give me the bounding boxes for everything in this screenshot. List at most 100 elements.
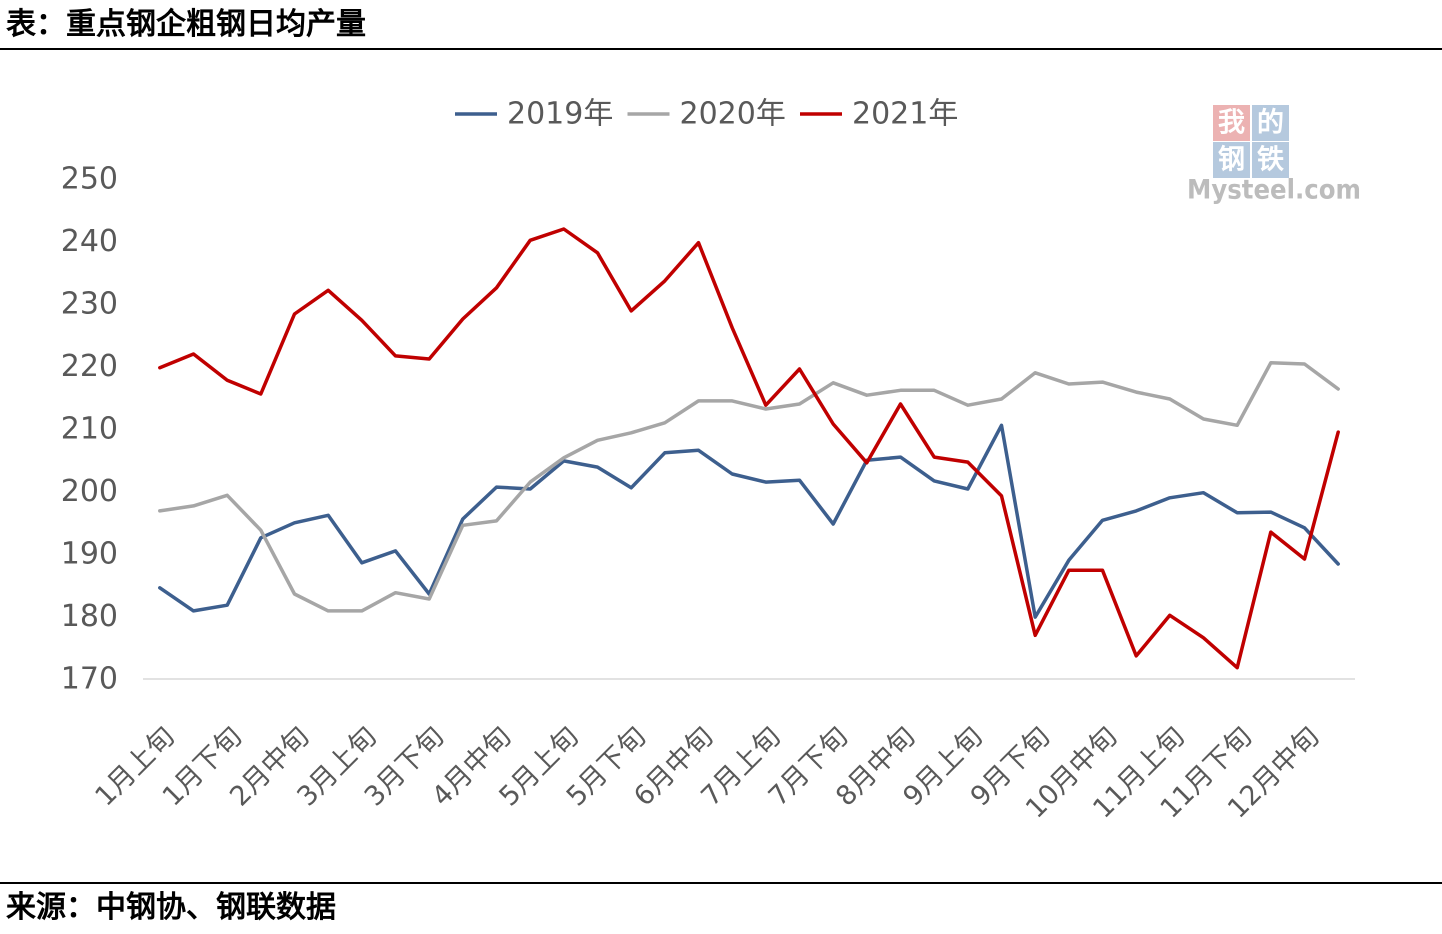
series-2021-point <box>898 401 904 407</box>
page-title: 表：重点钢企粗钢日均产量 <box>6 7 366 42</box>
watermark-char: 钢 <box>1218 145 1245 176</box>
series-2019-point <box>393 548 399 554</box>
series-2019-line <box>158 423 1340 619</box>
series-2020-point <box>325 608 331 614</box>
series-2020-point <box>999 396 1005 402</box>
series-2019-point <box>931 478 937 484</box>
series-2021-point <box>292 311 298 317</box>
legend-label: 2020年 <box>680 97 786 132</box>
series-2019-point <box>763 479 769 485</box>
series-2020-point <box>830 380 836 386</box>
series-2019-point <box>1234 510 1240 516</box>
series-2021-point <box>1268 529 1274 535</box>
series-2020-point <box>460 522 466 528</box>
series-2021-point <box>325 287 331 293</box>
series-2021-point <box>258 391 264 397</box>
series-2019-point <box>157 585 163 591</box>
series-2019-point <box>1201 490 1207 496</box>
series-2021-point <box>662 278 668 284</box>
series-2021-point <box>393 353 399 359</box>
series-2020-point <box>965 402 971 408</box>
series-2021-point <box>1167 612 1173 618</box>
series-2020-point <box>1268 360 1274 366</box>
series-2021-point <box>1201 635 1207 641</box>
series-2019-point <box>224 602 230 608</box>
series-2021-point <box>696 240 702 246</box>
series-2021-point <box>999 493 1005 499</box>
series-2020-point <box>426 596 432 602</box>
series-2021-point <box>426 356 432 362</box>
legend-item-2021: 2021年 <box>800 97 958 132</box>
series-2021-point <box>527 237 533 243</box>
series-2019-point <box>1335 561 1341 567</box>
watermark-char: 的 <box>1257 107 1284 139</box>
series-2020-point <box>258 527 264 533</box>
series-2021-point <box>763 402 769 408</box>
series-2021-point <box>729 325 735 331</box>
y-tick-label: 240 <box>61 224 118 259</box>
series-2019-point <box>359 560 365 566</box>
series-2019-point <box>460 516 466 522</box>
series-2021-point <box>494 285 500 291</box>
series-2020-point <box>729 398 735 404</box>
series-2019-point <box>1167 495 1173 501</box>
legend-item-2020: 2020年 <box>627 97 786 132</box>
top-divider <box>0 48 1442 50</box>
series-2019-point <box>1066 557 1072 563</box>
y-tick-label: 210 <box>61 412 118 447</box>
series-2021-point <box>595 250 601 256</box>
series-2020-point <box>1167 396 1173 402</box>
series-2021-point <box>359 317 365 323</box>
series-2021-point <box>931 454 937 460</box>
series-2020-point <box>1066 381 1072 387</box>
series-2020-point <box>494 518 500 524</box>
watermark-tile <box>1252 105 1289 141</box>
series-2019-point <box>830 521 836 527</box>
series-2021 <box>157 226 1341 670</box>
y-tick-label: 180 <box>61 599 118 634</box>
series-2021-point <box>1100 567 1106 573</box>
series-2021-point <box>460 316 466 322</box>
y-tick-label: 220 <box>61 349 118 384</box>
series-2019-point <box>628 485 634 491</box>
series-2019-point <box>1133 508 1139 514</box>
series-2021-line <box>158 227 1340 670</box>
series-2020-point <box>393 590 399 596</box>
plot-series <box>157 226 1341 670</box>
mysteel-watermark: 我 的 钢 铁 Mysteel.com <box>1187 105 1361 206</box>
y-tick-label: 190 <box>61 537 118 572</box>
series-2021-point <box>1335 429 1341 435</box>
series-2020-point <box>1201 416 1207 422</box>
series-2020-point <box>292 591 298 597</box>
watermark-tile <box>1213 142 1250 178</box>
watermark-char: 铁 <box>1257 145 1284 176</box>
watermark-char: 我 <box>1218 108 1245 139</box>
series-2020-point <box>1302 361 1308 367</box>
series-2019-point <box>325 512 331 518</box>
series-2021-point <box>1032 632 1038 638</box>
source-note: 来源：中钢协、钢联数据 <box>6 890 336 925</box>
series-2021-point <box>157 365 163 371</box>
series-2019-point <box>729 471 735 477</box>
bottom-divider <box>0 882 1442 884</box>
series-2021-point <box>864 460 870 466</box>
series-2019-point <box>1100 517 1106 523</box>
series-2020-line <box>158 361 1340 613</box>
legend-label: 2019年 <box>507 97 613 132</box>
series-2020 <box>158 360 1341 614</box>
series-2020-point <box>224 492 230 498</box>
y-tick-label: 230 <box>61 287 118 322</box>
series-2020-point <box>1133 389 1139 395</box>
series-2021-point <box>224 377 230 383</box>
series-2021-point <box>561 226 567 232</box>
series-2020-point <box>1335 386 1341 392</box>
series-2019-point <box>965 486 971 492</box>
watermark-tile <box>1213 105 1250 141</box>
series-2021-point <box>628 308 634 314</box>
series-2021-point <box>1066 567 1072 573</box>
watermark-tile <box>1252 142 1289 178</box>
series-2019-point <box>595 464 601 470</box>
series-2021-point <box>1302 556 1308 562</box>
series-2019 <box>157 423 1341 619</box>
